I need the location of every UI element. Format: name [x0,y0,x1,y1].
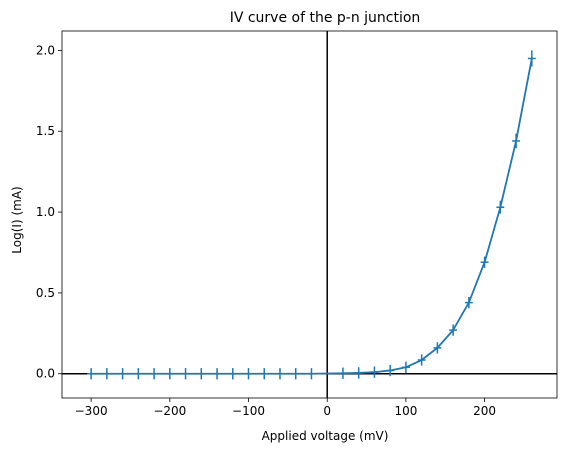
x-tick-label: 100 [394,404,417,418]
data-point [339,367,347,379]
y-tick-label: 0.5 [36,286,55,300]
x-tick-label: 0 [323,404,331,418]
x-tick-label: 200 [473,404,496,418]
data-point [527,50,536,67]
data-point [496,200,505,214]
data-point [213,368,221,380]
x-tick-label: −200 [153,404,186,418]
series-line [91,58,533,375]
data-point [276,368,284,380]
x-axis: −300 −200 −100 0 100 200 [75,398,496,418]
data-point [401,361,410,373]
data-point [197,368,206,380]
data-point [102,368,111,380]
data-point [134,368,143,380]
plot-frame [61,30,558,399]
y-tick-label: 2.0 [36,43,55,57]
data-point [386,364,395,377]
data-point [307,368,316,380]
data-point [165,368,174,380]
data-point [464,296,473,309]
data-point [370,366,379,378]
data-point [150,368,159,380]
x-tick-label: −100 [232,404,265,418]
data-point [228,368,237,380]
y-tick-label: 0.0 [36,367,55,381]
x-axis-label: Applied voltage (mV) [262,429,389,443]
y-axis-label: Log(I) (mA) [10,186,24,253]
data-point [260,368,269,380]
y-axis: 0.0 0.5 1.0 1.5 2.0 [36,43,62,381]
y-tick-label: 1.5 [36,124,55,138]
y-tick-label: 1.0 [36,205,55,219]
data-point [244,368,253,380]
data-point [181,368,190,380]
chart-title: IV curve of the p-n junction [230,10,421,26]
data-point [118,368,127,380]
plot-area [61,30,558,399]
data-point [291,368,300,380]
data-point [354,367,363,379]
data-point [433,342,442,354]
data-point [87,368,96,380]
data-point [449,324,458,336]
data-point [417,354,426,366]
data-point [512,133,521,149]
data-point [480,256,489,268]
x-tick-label: −300 [75,404,108,418]
